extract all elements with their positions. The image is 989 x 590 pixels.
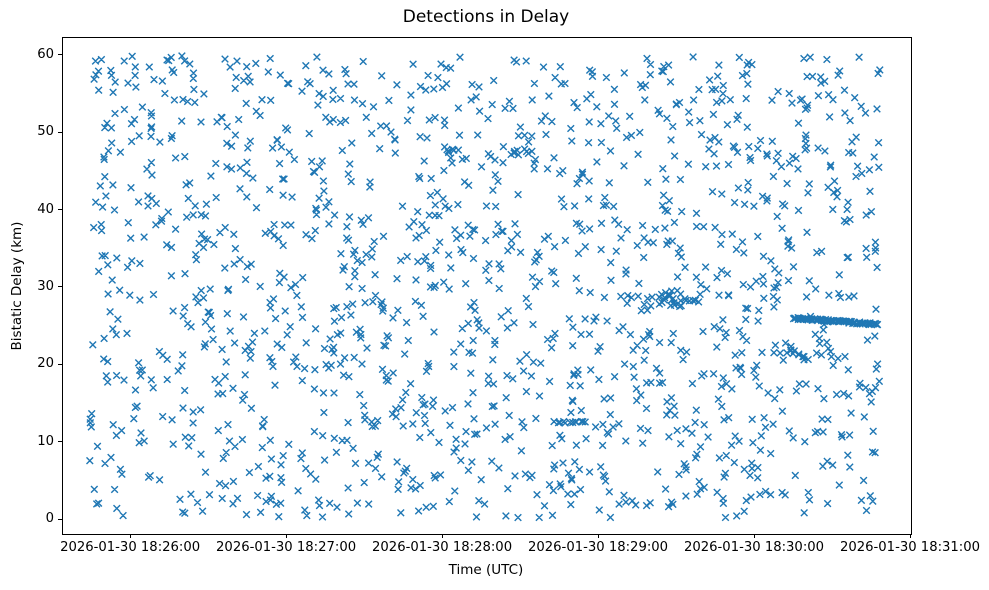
y-tick-label: 40 xyxy=(37,201,54,217)
y-tick-label: 50 xyxy=(37,124,54,140)
y-tick-label: 20 xyxy=(37,356,54,372)
x-tick-label: 2026-01-30 18:26:00 xyxy=(60,540,201,555)
y-tick-mark xyxy=(58,209,62,211)
y-tick-mark xyxy=(58,54,62,56)
x-tick-label: 2026-01-30 18:29:00 xyxy=(528,540,669,555)
x-tick-mark xyxy=(441,534,443,538)
y-tick-mark xyxy=(58,363,62,365)
x-axis-label: Time (UTC) xyxy=(448,562,524,578)
x-tick-mark xyxy=(285,534,287,538)
y-tick-label: 10 xyxy=(37,433,54,449)
y-tick-label: 0 xyxy=(45,511,54,527)
chart-title: Detections in Delay xyxy=(402,7,570,27)
x-tick-mark xyxy=(129,534,131,538)
y-tick-mark xyxy=(58,518,62,520)
x-tick-mark xyxy=(909,534,911,538)
y-tick-label: 60 xyxy=(37,46,54,62)
plot-area xyxy=(62,37,912,535)
x-tick-mark xyxy=(753,534,755,538)
scatter-canvas xyxy=(86,52,884,522)
y-tick-mark xyxy=(58,131,62,133)
scatter-points xyxy=(86,52,884,522)
x-tick-label: 2026-01-30 18:28:00 xyxy=(372,540,513,555)
x-tick-label: 2026-01-30 18:30:00 xyxy=(683,540,825,555)
x-tick-mark xyxy=(597,534,599,538)
y-axis-label: Bistatic Delay (km) xyxy=(9,221,25,351)
y-tick-mark xyxy=(58,286,62,288)
y-tick-label: 30 xyxy=(37,278,54,294)
y-tick-mark xyxy=(58,441,62,443)
x-tick-label: 2026-01-30 18:27:00 xyxy=(216,540,357,555)
x-tick-label: 2026-01-30 18:31:00 xyxy=(839,540,981,555)
